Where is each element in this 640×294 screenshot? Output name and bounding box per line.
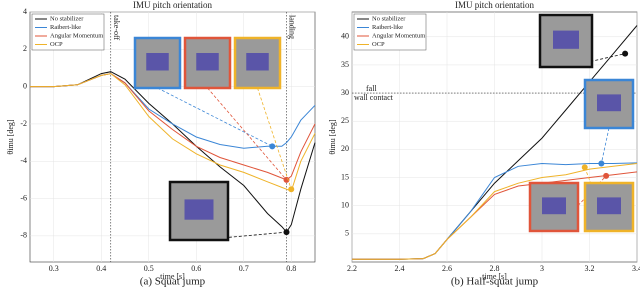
robot (597, 197, 621, 215)
robot (553, 30, 579, 49)
reference-label: take-off (112, 15, 121, 41)
x-tick-label: 3.2 (585, 264, 595, 273)
legend-label: Raibert-like (372, 24, 403, 31)
y-tick-label: 35 (341, 60, 349, 69)
y-tick-label: 0 (23, 81, 27, 90)
connector (207, 87, 287, 181)
legend-label: Raibert-like (50, 24, 81, 31)
photo-inset (183, 36, 232, 90)
reference-label: wall contact (354, 93, 394, 102)
x-tick-label: 3.4 (632, 264, 640, 273)
legend-label: No stabilizer (372, 15, 406, 22)
y-tick-label: 5 (345, 229, 349, 238)
robot (184, 199, 214, 220)
y-tick-label: 30 (341, 88, 349, 97)
chart-title: IMU pitch orientation (455, 0, 534, 10)
reference-label: landing (288, 15, 297, 39)
y-tick-label: 20 (341, 144, 349, 153)
marker (283, 229, 290, 236)
legend-label: No stabilizer (50, 15, 84, 22)
x-tick-label: 2.4 (395, 264, 405, 273)
connector (600, 127, 610, 164)
x-tick-label: 0.8 (286, 264, 296, 273)
x-axis-label: time [s] (160, 272, 185, 281)
marker (288, 186, 295, 193)
robot (146, 53, 169, 71)
y-axis-label: θimu [deg] (6, 119, 15, 154)
legend-label: Angular Momentum (50, 32, 103, 39)
robot (246, 53, 269, 71)
x-tick-label: 0.3 (49, 264, 59, 273)
chart-title: IMU pitch orientation (133, 0, 212, 10)
marker (269, 143, 276, 150)
y-tick-label: -8 (20, 231, 27, 240)
y-axis-label: θimu [deg] (328, 119, 337, 154)
y-tick-label: 25 (341, 116, 349, 125)
robot (542, 197, 566, 215)
x-tick-label: 0.7 (239, 264, 249, 273)
y-tick-label: -4 (20, 156, 27, 165)
x-tick-label: 0.4 (96, 264, 106, 273)
marker (283, 176, 290, 183)
y-tick-label: -2 (20, 119, 27, 128)
y-tick-label: 10 (341, 201, 349, 210)
y-tick-label: 4 (23, 7, 27, 16)
y-tick-label: -6 (20, 193, 27, 202)
y-tick-label: 15 (341, 172, 349, 181)
robot (597, 94, 621, 112)
x-tick-label: 2.2 (347, 264, 357, 273)
connector (157, 87, 273, 147)
marker (581, 164, 588, 171)
caption: (a) Squat jump (140, 276, 206, 288)
legend-label: OCP (372, 41, 385, 48)
y-tick-label: 40 (341, 32, 349, 41)
legend-label: OCP (50, 41, 63, 48)
reference-label: fall (366, 84, 377, 93)
caption: (b) Half-squat jump (451, 276, 539, 288)
x-tick-label: 2.6 (442, 264, 452, 273)
x-tick-label: 0.6 (191, 264, 201, 273)
data-line (30, 73, 316, 192)
connector (257, 87, 292, 190)
marker (622, 50, 629, 57)
marker (603, 172, 610, 179)
x-tick-label: 2.8 (490, 264, 500, 273)
x-tick-label: 0.5 (144, 264, 154, 273)
legend-label: Angular Momentum (372, 32, 425, 39)
marker (598, 160, 605, 167)
robot (196, 53, 219, 71)
x-tick-label: 3 (540, 264, 544, 273)
y-tick-label: 2 (23, 44, 27, 53)
legend-box (31, 13, 105, 51)
x-axis-label: time [s] (482, 272, 507, 281)
